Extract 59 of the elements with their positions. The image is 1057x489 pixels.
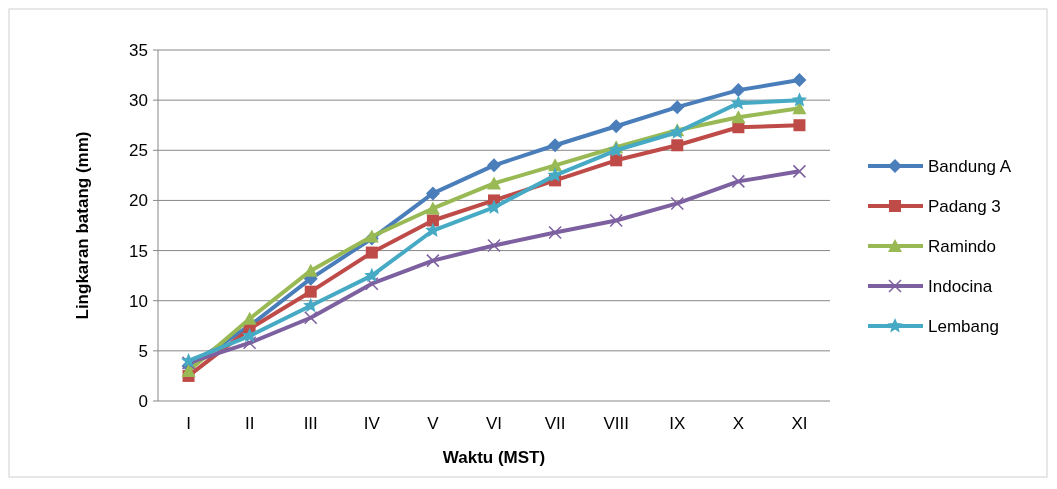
- legend-label: Ramindo: [928, 236, 997, 256]
- point: [670, 100, 685, 115]
- legend-label: Lembang: [928, 316, 999, 336]
- y-tick-label: 25: [129, 141, 148, 161]
- legend-label: Indocina: [928, 276, 993, 296]
- point: [365, 276, 379, 291]
- point: [731, 110, 746, 124]
- x-axis-title: Waktu (MST): [442, 448, 546, 467]
- point: [181, 363, 196, 377]
- point: [671, 139, 684, 152]
- x-tick-label: X: [732, 414, 745, 433]
- point: [730, 95, 746, 110]
- point: [793, 119, 806, 132]
- point: [792, 164, 807, 179]
- point: [487, 158, 501, 173]
- point: [731, 174, 746, 189]
- point: [792, 101, 807, 115]
- x-tick-label: III: [303, 414, 318, 433]
- point: [609, 119, 624, 134]
- point: [365, 246, 378, 259]
- point: [609, 213, 623, 228]
- x-tick-label: II: [244, 414, 255, 433]
- point: [303, 297, 319, 313]
- x-tick-label: VIII: [603, 414, 629, 433]
- point: [731, 83, 746, 98]
- y-tick-label: 15: [129, 241, 148, 261]
- x-tick-label: VII: [544, 414, 566, 433]
- y-tick-label: 30: [129, 91, 148, 111]
- point: [304, 285, 317, 298]
- point: [792, 73, 807, 88]
- legend-label: Padang 3: [928, 196, 1001, 216]
- y-axis-title: Lingkaran batang (mm): [73, 131, 92, 320]
- point: [426, 214, 439, 227]
- point: [487, 176, 501, 190]
- point: [670, 196, 685, 211]
- point: [303, 311, 318, 325]
- y-tick-label: 20: [129, 191, 148, 211]
- point: [486, 199, 502, 214]
- x-tick-label: VI: [485, 414, 503, 433]
- x-tick-label: V: [427, 414, 440, 433]
- y-tick-label: 35: [129, 40, 148, 60]
- point: [487, 238, 501, 253]
- point: [364, 267, 380, 283]
- y-tick-label: 10: [129, 291, 148, 311]
- y-tick-label: 0: [138, 391, 148, 411]
- point: [548, 138, 563, 153]
- point: [425, 186, 440, 201]
- point: [426, 253, 440, 268]
- point: [610, 154, 623, 167]
- x-tick-label: IX: [669, 414, 686, 433]
- legend-label: Bandung A: [928, 156, 1012, 176]
- y-tick-label: 5: [138, 341, 148, 361]
- x-tick-label: I: [186, 414, 191, 433]
- point: [425, 201, 440, 215]
- point: [791, 92, 808, 107]
- x-tick-label: XI: [791, 414, 808, 433]
- x-tick-label: IV: [363, 414, 381, 433]
- point: [242, 311, 257, 325]
- point: [548, 225, 562, 240]
